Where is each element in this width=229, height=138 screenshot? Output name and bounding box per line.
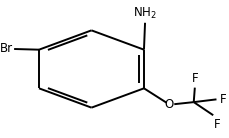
Text: F: F: [213, 118, 220, 131]
Text: F: F: [191, 72, 197, 85]
Text: F: F: [219, 93, 225, 106]
Text: NH$_2$: NH$_2$: [133, 6, 156, 21]
Text: Br: Br: [0, 43, 13, 55]
Text: O: O: [164, 98, 173, 111]
